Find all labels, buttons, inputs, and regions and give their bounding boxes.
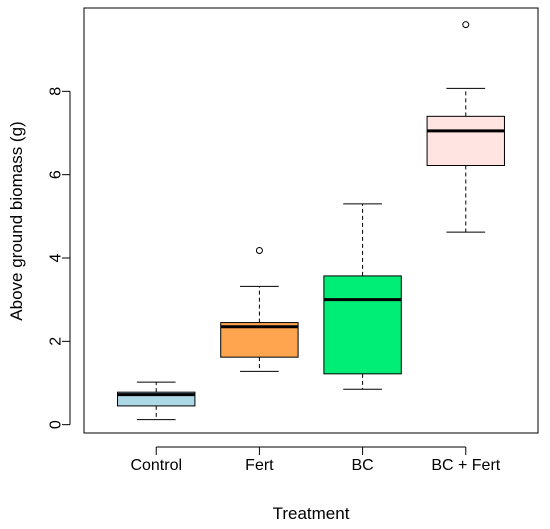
box-series <box>117 21 505 421</box>
x-tick-label: Control <box>130 457 182 474</box>
x-tick-label: Fert <box>245 457 274 474</box>
y-axis: 0 2 4 6 8 <box>48 87 71 429</box>
outlier-point <box>255 247 263 254</box>
y-tick-label: 8 <box>48 87 65 96</box>
plot-frame <box>83 7 539 434</box>
outlier-point <box>462 21 470 29</box>
box-2 <box>323 203 402 390</box>
y-tick-label: 6 <box>48 170 65 179</box>
y-tick-label: 2 <box>48 337 65 346</box>
box-1 <box>220 247 299 372</box>
y-tick-label: 0 <box>48 420 65 429</box>
x-axis: Control Fert BC BC + Fert <box>130 446 501 474</box>
x-tick-label: BC + Fert <box>431 457 500 474</box>
box-0 <box>117 381 196 421</box>
y-axis-title: Above ground biomass (g) <box>7 121 26 320</box>
box-3 <box>426 21 505 233</box>
box-body <box>323 275 402 375</box>
y-tick-label: 4 <box>48 253 65 262</box>
box-body <box>426 115 505 167</box>
x-axis-title: Treatment <box>273 504 350 523</box>
x-tick-label: BC <box>351 457 373 474</box>
box-body <box>220 322 299 358</box>
